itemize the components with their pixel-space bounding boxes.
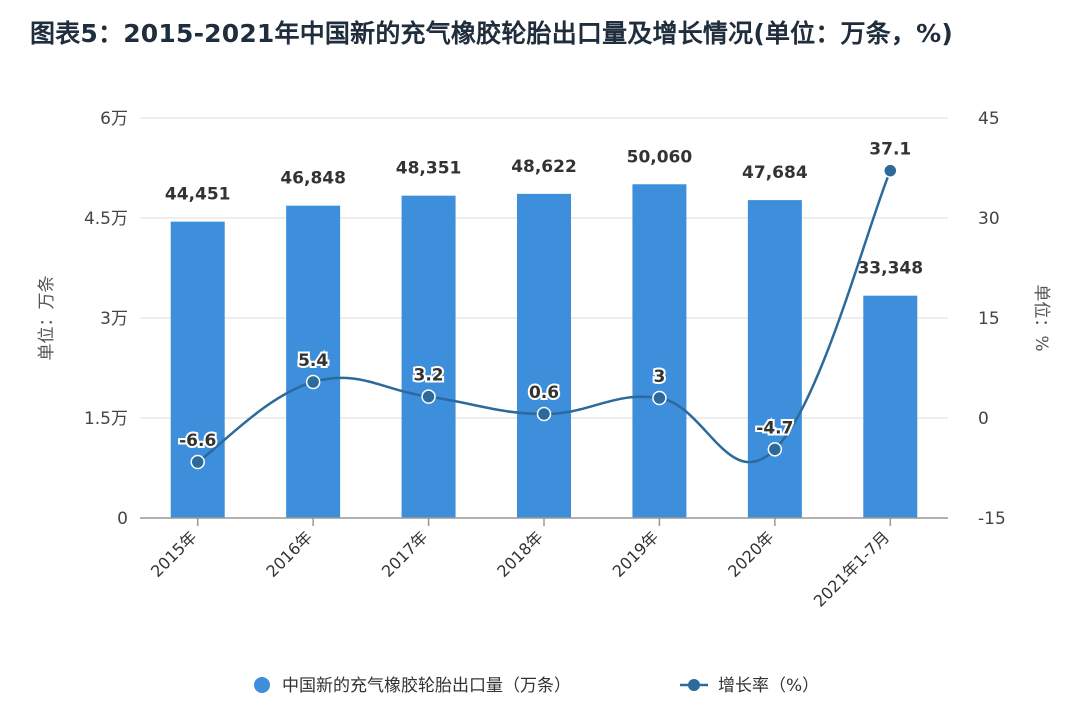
left-y-tick-label: 4.5万	[84, 209, 128, 229]
line-value-label: 37.1	[869, 140, 911, 160]
right-y-axis: -15 0 15 30 45	[978, 109, 1006, 529]
right-y-tick-label: 30	[978, 209, 1000, 229]
x-tick-label: 2016年	[262, 527, 316, 581]
line-value-label: -6.6	[179, 431, 216, 451]
line-point	[652, 390, 667, 406]
line-value-label: 3.2	[414, 366, 444, 386]
chart-title: 图表5：2015-2021年中国新的充气橡胶轮胎出口量及增长情况(单位：万条，%…	[30, 19, 954, 48]
line-point	[305, 374, 321, 390]
left-y-tick-label: 1.5万	[84, 409, 128, 429]
bar	[747, 200, 802, 518]
right-axis-title: 单位：%	[1031, 284, 1051, 351]
x-tick-label: 2018年	[493, 527, 547, 581]
left-y-axis: 0 1.5万 3万 4.5万 6万	[84, 109, 128, 529]
bar	[517, 193, 571, 518]
right-y-tick-label: 15	[978, 309, 1000, 329]
line-point	[767, 442, 783, 457]
bar-value-label: 50,060	[627, 147, 693, 167]
bar-value-label: 47,684	[742, 163, 808, 183]
line-point	[421, 389, 436, 404]
bar-series	[170, 184, 918, 518]
x-tick-label: 2019年	[609, 527, 663, 581]
x-axis: 2015年 2016年 2017年 2018年 2019年 2020年 2021年1-7月	[147, 518, 893, 611]
x-tick-label: 2017年	[378, 527, 432, 581]
legend: 中国新的充气橡胶轮胎出口量（万条） 增长率（%）	[254, 676, 819, 696]
x-tick-label: 2020年	[724, 527, 778, 581]
legend-line-label: 增长率（%）	[718, 676, 819, 696]
bar	[170, 221, 225, 518]
x-tick-label: 2021年1-7月	[810, 527, 893, 610]
line-point	[536, 406, 552, 422]
bar	[401, 195, 456, 518]
bar	[632, 184, 687, 518]
x-tick-label: 2015年	[147, 527, 201, 581]
left-y-tick-label: 0	[117, 509, 128, 529]
left-y-tick-label: 6万	[100, 109, 128, 129]
bar-value-label: 46,848	[280, 169, 346, 189]
left-y-tick-label: 3万	[100, 309, 128, 329]
line-point	[883, 163, 898, 178]
legend-line-dot	[688, 679, 700, 691]
line-value-label: -4.7	[756, 418, 793, 438]
right-y-tick-label: 45	[978, 109, 1000, 129]
line-point	[190, 454, 205, 470]
legend-bar-marker	[254, 677, 270, 693]
bar-value-label: 48,351	[396, 159, 462, 179]
bar-data-labels: 44,451 46,848 48,351 48,622 50,060 47,684 33,3…	[165, 147, 923, 278]
bar	[863, 295, 918, 518]
bar-value-label: 44,451	[165, 185, 231, 205]
line-value-label: 3	[654, 367, 666, 387]
left-axis-title: 单位：万条	[37, 276, 57, 361]
right-y-tick-label: 0	[978, 409, 989, 429]
line-value-label: 5.4	[298, 351, 328, 371]
bar-value-label: 33,348	[857, 259, 923, 279]
right-y-tick-label: -15	[978, 509, 1006, 529]
legend-bar-label: 中国新的充气橡胶轮胎出口量（万条）	[282, 676, 571, 696]
bar	[286, 205, 341, 518]
growth-rate-points	[190, 163, 898, 470]
bar-value-label: 48,622	[511, 157, 577, 177]
line-value-label: 0.6	[529, 383, 559, 403]
growth-rate-labels: -6.6 5.4 3.2 0.6 3 -4.7 37.1	[177, 138, 913, 453]
